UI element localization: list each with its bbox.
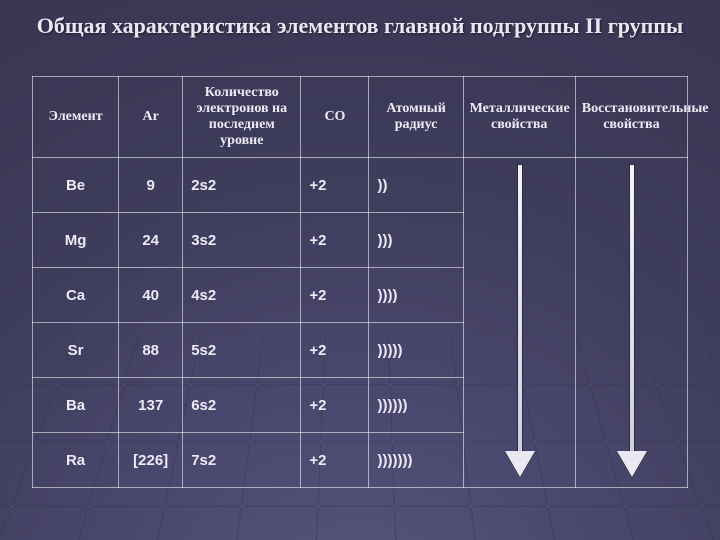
cell-co: +2: [301, 158, 369, 213]
cell-element: Mg: [33, 213, 119, 268]
cell-co: +2: [301, 323, 369, 378]
cell-config: 2s2: [183, 158, 301, 213]
cell-radius: ))))))): [369, 433, 463, 488]
cell-ar: 24: [119, 213, 183, 268]
cell-radius: )))): [369, 268, 463, 323]
table-body: Be 9 2s2 +2 )): [33, 158, 688, 488]
col-config: Количество электронов на последнем уровн…: [183, 77, 301, 158]
cell-element: Be: [33, 158, 119, 213]
col-ar: Ar: [119, 77, 183, 158]
cell-config: 4s2: [183, 268, 301, 323]
cell-ar: [226]: [119, 433, 183, 488]
cell-element: Ca: [33, 268, 119, 323]
cell-config: 6s2: [183, 378, 301, 433]
col-metallic: Металлические свойства: [463, 77, 575, 158]
cell-co: +2: [301, 213, 369, 268]
col-element: Элемент: [33, 77, 119, 158]
col-co: CO: [301, 77, 369, 158]
col-radius: Атомный радиус: [369, 77, 463, 158]
cell-element: Ra: [33, 433, 119, 488]
metallic-trend-cell: [463, 158, 575, 488]
page-title: Общая характеристика элементов главной п…: [32, 12, 688, 40]
cell-co: +2: [301, 433, 369, 488]
cell-config: 3s2: [183, 213, 301, 268]
cell-ar: 40: [119, 268, 183, 323]
cell-radius: ))): [369, 213, 463, 268]
cell-radius: )): [369, 158, 463, 213]
col-reducing: Восстановительные свойства: [575, 77, 687, 158]
table-header-row: Элемент Ar Количество электронов на посл…: [33, 77, 688, 158]
cell-ar: 9: [119, 158, 183, 213]
cell-element: Sr: [33, 323, 119, 378]
properties-table-wrap: Элемент Ar Количество электронов на посл…: [32, 76, 688, 488]
cell-radius: ))))): [369, 323, 463, 378]
table-row: Be 9 2s2 +2 )): [33, 158, 688, 213]
reducing-trend-cell: [575, 158, 687, 488]
cell-co: +2: [301, 378, 369, 433]
cell-config: 5s2: [183, 323, 301, 378]
cell-element: Ba: [33, 378, 119, 433]
cell-ar: 137: [119, 378, 183, 433]
properties-table: Элемент Ar Количество электронов на посл…: [32, 76, 688, 488]
cell-config: 7s2: [183, 433, 301, 488]
slide-stage: Общая характеристика элементов главной п…: [0, 0, 720, 540]
cell-co: +2: [301, 268, 369, 323]
cell-radius: )))))): [369, 378, 463, 433]
cell-ar: 88: [119, 323, 183, 378]
